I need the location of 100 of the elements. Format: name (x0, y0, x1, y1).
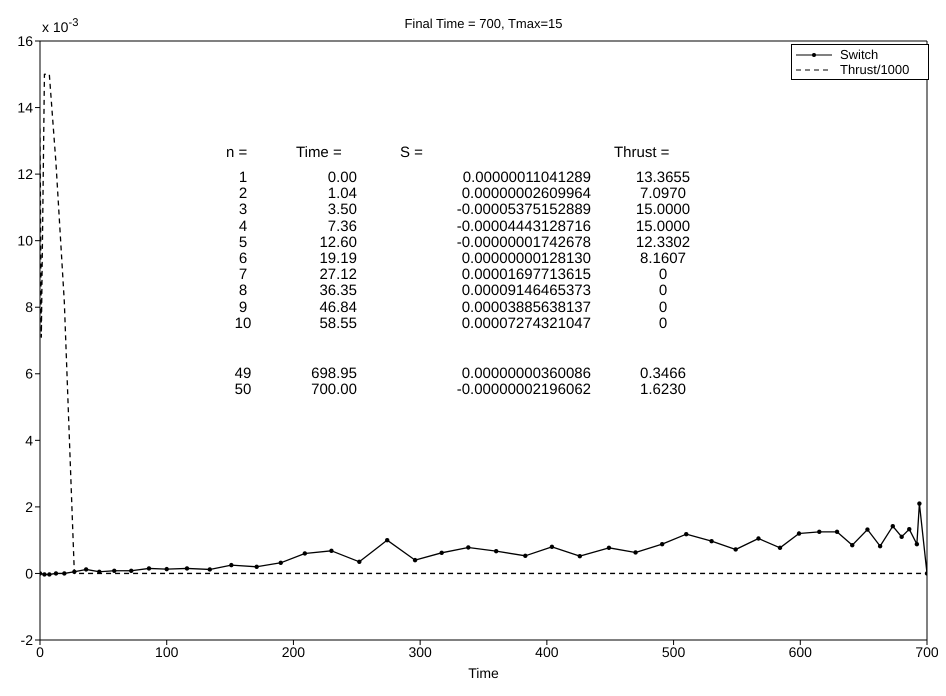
point (796, 531, 802, 536)
annotation: 6 (238, 250, 248, 267)
x-tick-label: 100 (155, 644, 179, 660)
annotation: 0 (658, 266, 668, 284)
annotation: S = (400, 144, 423, 161)
annotation: 0.00000002609964 (462, 185, 591, 202)
point (633, 550, 638, 555)
y-tick-label: 6 (25, 366, 34, 382)
x-tick-label: 700 (915, 644, 939, 660)
annotation: 58.55 (319, 314, 357, 332)
annotation: 5 (238, 234, 248, 251)
point (208, 567, 212, 572)
annotation: 4 (238, 218, 248, 235)
point (412, 558, 418, 562)
point (62, 571, 67, 576)
annotation: 7 (238, 266, 248, 284)
annotation: 27.12 (319, 266, 357, 284)
point (917, 501, 922, 506)
annotation: 46.84 (319, 298, 357, 316)
point (112, 568, 116, 573)
point (523, 554, 528, 558)
annotation: -0.00004443128716 (456, 218, 591, 235)
annotation: 8.1607 (639, 250, 687, 267)
annotation: 2 (238, 185, 248, 202)
annotation: -0.00000001742678 (456, 234, 591, 251)
point (54, 571, 58, 576)
annotation: 3.50 (328, 201, 357, 218)
x-tick-label: 600 (788, 644, 812, 660)
annotation: 0.00007274321047 (462, 314, 591, 332)
annotation: 8 (238, 282, 248, 300)
point (817, 530, 822, 534)
annotation: 700.00 (311, 381, 357, 398)
annotation: 10 (234, 314, 252, 332)
y-tick-label: 12 (17, 166, 34, 182)
annotation: 49 (234, 365, 252, 382)
annotation: 50 (234, 381, 252, 398)
annotation: 19.19 (319, 250, 357, 267)
annotation: 0 (658, 298, 668, 316)
point (878, 544, 882, 548)
annotation: Thrust = (614, 144, 670, 161)
annotation: -0.00000002196062 (456, 381, 591, 398)
annotation: 1 (238, 169, 248, 186)
point (384, 538, 390, 542)
y-tick-label: 8 (25, 299, 34, 316)
point (709, 538, 714, 544)
annotation: 0.3466 (639, 365, 687, 382)
annotation: 0.00009146465373 (462, 282, 591, 300)
point (907, 526, 912, 532)
annotation: n = (226, 144, 248, 161)
annotation: 698.95 (311, 365, 357, 382)
y-tick-label: 4 (25, 432, 34, 448)
point (494, 548, 498, 554)
x-axis-title: Time (468, 665, 500, 681)
annotation: 12.3302 (634, 234, 692, 251)
annotation: 0.00001697713615 (462, 266, 591, 284)
annotation: Time = (296, 144, 342, 161)
annotation: 1.04 (328, 185, 357, 202)
point (439, 550, 444, 556)
annotation: 0.00000000128130 (462, 250, 591, 267)
y-tick-label: 10 (17, 232, 34, 249)
point (164, 566, 169, 572)
annotation: 9 (238, 298, 248, 316)
annotation: 0 (658, 282, 668, 300)
y-tick-label: 2 (25, 498, 34, 515)
point (890, 524, 895, 528)
point (184, 566, 190, 571)
point (834, 530, 840, 534)
point (578, 554, 582, 558)
annotation: -0.00005375152889 (456, 201, 591, 218)
annotation: 7.36 (328, 218, 357, 235)
annotation: 0 (658, 314, 668, 332)
point (778, 546, 782, 550)
point (684, 532, 688, 536)
y-tick-label: 14 (17, 100, 34, 116)
text: x 10$^{-3}$ (42, 17, 78, 35)
x-tick-label: 0 (36, 644, 44, 660)
y-tick-label: 0 (25, 565, 34, 582)
point (733, 547, 738, 552)
point (914, 542, 920, 546)
point (254, 564, 259, 569)
x-tick-label: 500 (662, 644, 686, 660)
y-tick-label: -2 (20, 632, 34, 648)
x-tick-label: 400 (535, 644, 559, 660)
annotation: 15.0000 (634, 201, 692, 218)
annotation: 0.00000000360086 (462, 365, 591, 382)
point (229, 562, 234, 568)
y-tick-label: 16 (17, 32, 34, 49)
annotation: 36.35 (319, 282, 357, 300)
annotation: 7.0970 (639, 185, 687, 202)
point (278, 560, 283, 565)
x-tick-label: 300 (408, 644, 432, 660)
annotation: 0.00003885638137 (462, 298, 591, 316)
point (466, 545, 470, 550)
annotation: 12.60 (319, 234, 357, 251)
chart-title: Final Time = 700, Tmax=15 (404, 16, 562, 31)
annotation: 0.00000011041289 (462, 169, 591, 186)
annotation: 3 (238, 201, 248, 218)
annotation: 0.00 (328, 169, 357, 186)
point (47, 572, 52, 577)
annotation: 15.0000 (634, 218, 692, 235)
